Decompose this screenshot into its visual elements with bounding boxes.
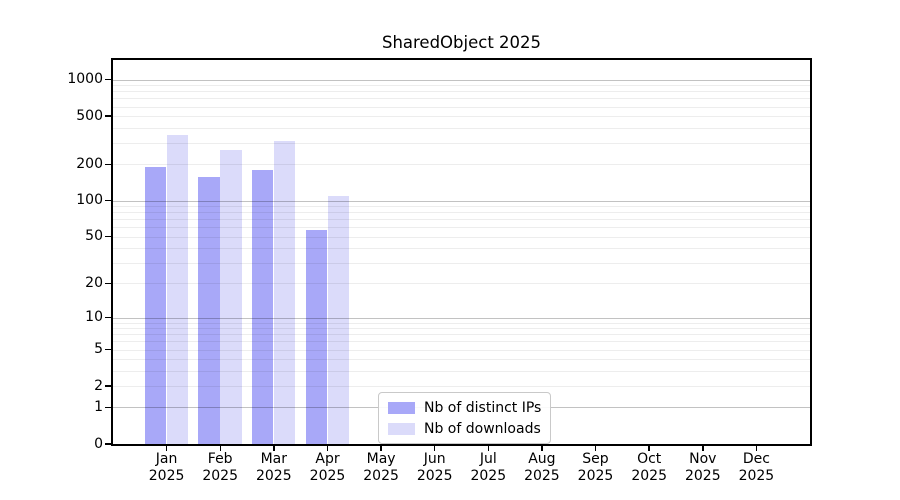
x-tick-label-line: Jun (423, 451, 446, 467)
legend-label-distinct-ips: Nb of distinct IPs (424, 399, 542, 416)
minor-gridline (113, 91, 810, 93)
major-gridline (113, 79, 810, 81)
bar-distinct-ips (198, 176, 220, 444)
y-tick-mark (105, 163, 111, 165)
x-tick-label-line: Oct (637, 451, 662, 467)
y-tick-label: 20 (85, 274, 103, 291)
x-tick-label-line: Dec (742, 451, 770, 467)
legend-swatch-downloads (388, 422, 415, 435)
x-tick-label-line: Aug (528, 451, 556, 467)
bar-downloads (273, 141, 296, 444)
y-tick-label: 0 (94, 435, 103, 452)
x-tick-mark (702, 446, 704, 451)
y-tick-mark (105, 316, 111, 319)
x-tick-label-line: 2025 (255, 467, 292, 484)
x-tick-label: Feb 2025 (188, 451, 252, 484)
y-tick-label: 1000 (67, 71, 103, 88)
y-tick-mark (105, 115, 111, 117)
x-tick-mark (755, 446, 758, 451)
x-tick-mark (594, 446, 597, 451)
x-tick-mark (433, 446, 436, 451)
x-tick-label-line: 2025 (363, 467, 399, 484)
x-tick-label-line: 2025 (470, 467, 507, 484)
x-tick-label-line: May (366, 451, 396, 467)
x-tick-label-line: 2025 (524, 467, 560, 484)
x-tick-label: Nov 2025 (671, 451, 735, 484)
x-tick-label: Mar 2025 (242, 451, 306, 484)
minor-gridline (113, 106, 810, 108)
y-tick-mark (105, 385, 111, 387)
y-tick-mark (105, 406, 111, 409)
y-tick-label: 2 (94, 377, 103, 394)
x-tick-label: Aug 2025 (510, 451, 574, 484)
legend-item-downloads: Nb of downloads (388, 419, 541, 438)
chart-title: SharedObject 2025 (381, 33, 542, 52)
y-tick-mark (105, 282, 111, 285)
x-tick-mark (487, 446, 490, 451)
x-tick-label: Jul 2025 (456, 451, 520, 484)
bar-downloads (166, 134, 189, 444)
y-tick-mark (105, 199, 111, 202)
x-tick-label-line: Jan (155, 451, 178, 467)
y-tick-label: 200 (76, 155, 103, 172)
x-tick-label: Apr 2025 (296, 451, 360, 484)
x-tick-label-line: 2025 (577, 467, 614, 484)
x-tick-label: Jan 2025 (135, 451, 199, 484)
bar-distinct-ips (144, 167, 167, 444)
y-tick-label: 5 (94, 341, 103, 357)
x-tick-mark (273, 446, 275, 451)
minor-gridline (113, 127, 810, 129)
x-tick-label-line: Sep (582, 451, 609, 467)
x-tick-mark (219, 446, 221, 451)
x-tick-label-line: 2025 (684, 467, 721, 484)
x-tick-label-line: 2025 (148, 467, 185, 484)
bar-distinct-ips (251, 170, 274, 444)
legend-item-distinct-ips: Nb of distinct IPs (388, 398, 541, 417)
x-tick-label: Dec 2025 (724, 451, 788, 484)
y-tick-label: 10 (85, 309, 103, 325)
x-tick-label-line: 2025 (631, 467, 667, 484)
x-tick-label: Oct 2025 (617, 451, 681, 484)
x-tick-mark (165, 446, 168, 451)
minor-gridline (113, 143, 810, 144)
minor-gridline (113, 85, 810, 87)
x-tick-label-line: Nov (689, 451, 717, 467)
x-tick-label-line: 2025 (738, 467, 775, 484)
minor-gridline (113, 98, 810, 100)
x-tick-label-line: 2025 (416, 467, 453, 484)
y-tick-mark (105, 348, 111, 351)
y-tick-label: 500 (76, 107, 103, 124)
y-tick-mark (105, 235, 111, 238)
x-tick-mark (648, 446, 650, 451)
y-tick-label: 50 (85, 228, 103, 245)
minor-gridline (113, 164, 810, 166)
x-tick-mark (380, 446, 382, 451)
x-tick-label-line: Mar (260, 451, 287, 467)
bar-downloads (220, 149, 242, 444)
legend-swatch-distinct-ips (388, 401, 415, 414)
x-tick-label: Sep 2025 (564, 451, 628, 484)
x-tick-label: Jun 2025 (403, 451, 467, 484)
x-tick-label-line: Feb (207, 451, 233, 467)
x-tick-label: May 2025 (349, 451, 413, 484)
minor-gridline (113, 116, 810, 118)
x-tick-label-line: Jul (479, 451, 497, 467)
bar-distinct-ips (305, 229, 328, 444)
x-tick-label-line: Apr (315, 451, 340, 467)
x-tick-mark (541, 446, 543, 451)
x-tick-mark (326, 446, 329, 451)
y-tick-mark (105, 78, 111, 81)
legend: Nb of distinct IPs Nb of downloads (378, 392, 552, 444)
x-tick-label-line: 2025 (202, 467, 238, 484)
y-tick-label: 1 (94, 398, 103, 415)
legend-label-downloads: Nb of downloads (424, 420, 541, 437)
bar-downloads (327, 195, 350, 444)
y-tick-mark (105, 443, 111, 445)
x-tick-label-line: 2025 (309, 467, 346, 484)
y-tick-label: 100 (76, 192, 103, 209)
